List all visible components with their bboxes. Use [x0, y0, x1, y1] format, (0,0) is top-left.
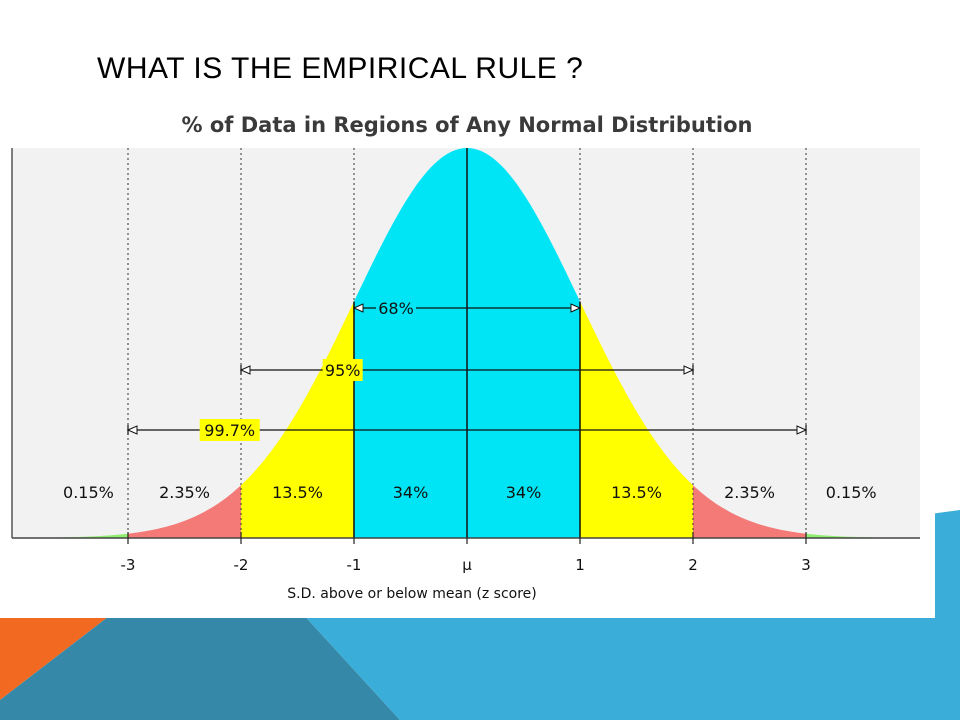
range-label-background [376, 297, 416, 319]
region-band-4 [467, 148, 580, 538]
ranges-layer: 68% 95% 99.7% [126, 297, 808, 441]
region-band-3 [354, 148, 467, 538]
x-axis-tick-label: -2 [234, 556, 249, 574]
range-arrowhead-left [126, 425, 138, 435]
slide-title: WHAT IS THE EMPIRICAL RULE ? [97, 52, 584, 85]
x-axis: -3 -2 -1 μ 1 2 3 [12, 532, 920, 574]
region-band-1 [128, 485, 241, 538]
range-arrowhead-right [796, 425, 808, 435]
range-label-background [199, 419, 260, 441]
region-band-7 [806, 533, 914, 538]
chart-title: % of Data in Regions of Any Normal Distr… [182, 113, 753, 137]
region-band-0 [37, 533, 128, 538]
x-axis-label: S.D. above or below mean (z score) [287, 586, 537, 602]
normal-distribution-chart: % of Data in Regions of Any Normal Distr… [0, 100, 935, 618]
x-axis-tick-label: 3 [801, 556, 811, 574]
region-percent-label: 34% [393, 483, 429, 502]
grid-layer [127, 148, 807, 538]
range-label: 95% [325, 361, 361, 380]
region-percent-label: 0.15% [63, 483, 114, 502]
range-label: 99.7% [204, 421, 255, 440]
region-percent-label: 34% [506, 483, 542, 502]
x-axis-tick-label: μ [462, 556, 472, 574]
region-percent-label: 13.5% [611, 483, 662, 502]
range-label: 68% [378, 299, 414, 318]
dark-blue-accent-shape [0, 600, 400, 720]
x-axis-tick-label: -1 [347, 556, 362, 574]
x-axis-tick-label: -3 [121, 556, 136, 574]
range-arrowhead-right [683, 365, 695, 375]
region-labels-layer: 0.15% 2.35% 13.5% 34% 34% 13.5% 2.35% 0.15% [63, 483, 877, 502]
range-label-background [322, 359, 363, 381]
region-percent-label: 13.5% [272, 483, 323, 502]
region-percent-label: 0.15% [826, 483, 877, 502]
range-arrowhead-left [352, 303, 364, 313]
region-percent-label: 2.35% [724, 483, 775, 502]
x-axis-tick-label: 2 [688, 556, 698, 574]
range-arrowhead-left [239, 365, 251, 375]
region-band-5 [580, 301, 693, 538]
regions-layer [37, 148, 914, 538]
range-arrowhead-right [570, 303, 582, 313]
region-band-6 [693, 485, 806, 538]
region-percent-label: 2.35% [159, 483, 210, 502]
x-axis-tick-label: 1 [575, 556, 585, 574]
